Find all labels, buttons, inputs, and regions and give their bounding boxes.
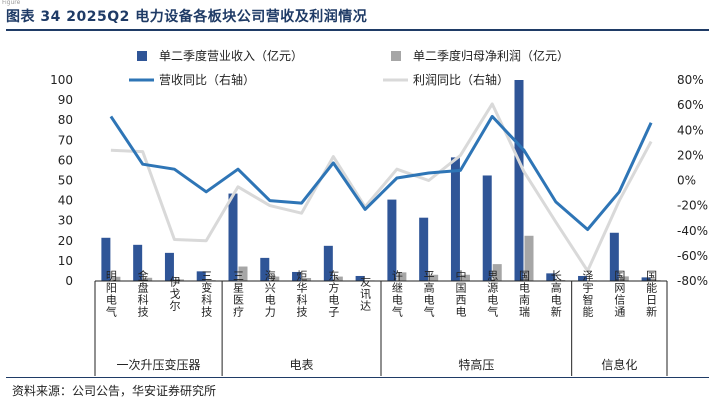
- x-category-label: 三变科技: [200, 270, 213, 318]
- y-right-tick-label: 20%: [677, 148, 704, 162]
- y-left-tick-label: 50: [58, 174, 73, 188]
- y-left-tick-label: 70: [58, 133, 73, 147]
- bar-profit: [460, 274, 470, 281]
- y-right-tick-label: -20%: [677, 199, 708, 213]
- x-category-label: 明阳电气: [104, 270, 117, 318]
- bar-revenue: [292, 271, 302, 281]
- bar-profit: [143, 277, 153, 281]
- title-divider: [6, 29, 709, 31]
- x-category-label: 国能日新: [645, 270, 658, 318]
- x-category-label: 国网信通: [613, 270, 626, 318]
- bar-profit: [270, 276, 280, 281]
- x-group-label: 特高压: [458, 357, 494, 372]
- bar-revenue: [641, 277, 651, 281]
- x-category-label: 东方电子: [327, 270, 340, 318]
- line-revenue-yoy: [109, 114, 653, 231]
- x-category-label: 伊戈尔: [168, 276, 181, 312]
- x-category-label: 炬华科技: [295, 270, 308, 318]
- line-profit-yoy: [110, 102, 653, 273]
- bar-profit: [492, 264, 502, 281]
- bar-revenue: [419, 217, 429, 281]
- bar-revenue: [228, 193, 238, 281]
- y-left-tick-label: 100: [50, 73, 73, 87]
- x-group-label: 电表: [290, 358, 314, 372]
- y-left-tick-label: 80: [58, 113, 73, 127]
- bar-revenue: [164, 252, 174, 281]
- bar-revenue: [323, 245, 333, 281]
- footer-divider: [6, 377, 709, 378]
- x-category-label: 泽宇智能: [581, 270, 594, 318]
- bar-revenue: [514, 80, 524, 281]
- bar-profit: [429, 274, 439, 281]
- bar-profit: [397, 272, 407, 281]
- x-category-label: 友讯达: [359, 275, 372, 312]
- bar-revenue: [133, 244, 143, 281]
- x-category-label: 许继电气: [390, 270, 403, 318]
- y-left-tick-label: 10: [58, 254, 73, 268]
- bar-revenue: [387, 199, 397, 281]
- bar-profit: [238, 266, 248, 281]
- bar-revenue: [355, 275, 365, 281]
- figure-caption-small: Figure: [2, 0, 21, 6]
- x-category-label: 国电南瑞: [518, 270, 531, 318]
- y-left-tick-label: 0: [65, 274, 73, 288]
- y-left-tick-label: 30: [58, 214, 73, 228]
- y-left-tick-label: 60: [58, 153, 73, 167]
- figure-title: 图表 34 2025Q2 电力设备各板块公司营收及利润情况: [6, 9, 368, 25]
- bar-profit: [524, 235, 534, 281]
- legend-swatch: [137, 51, 147, 61]
- legend-label: 利润同比（右轴）: [413, 72, 509, 87]
- y-right-tick-label: -80%: [677, 274, 708, 288]
- x-category-label: 中国西电: [454, 270, 467, 318]
- y-right-tick-label: 0%: [677, 174, 696, 188]
- y-right-tick-label: -60%: [677, 249, 708, 263]
- y-left-tick-label: 40: [58, 194, 73, 208]
- bar-profit: [333, 276, 343, 281]
- bar-profit: [619, 276, 629, 281]
- y-right-tick-label: -40%: [677, 224, 708, 238]
- bar-revenue: [196, 271, 206, 281]
- bar-profit: [556, 279, 566, 281]
- x-category-label: 金盘科技: [136, 269, 149, 318]
- bar-revenue: [450, 157, 460, 281]
- legend-swatch: [391, 51, 401, 61]
- x-group-label: 信息化: [601, 357, 637, 372]
- bar-revenue: [101, 237, 111, 281]
- y-right-tick-label: 60%: [677, 98, 704, 112]
- source-note: 资料来源：公司公告，华安证券研究所: [12, 384, 217, 398]
- y-right-tick-label: 40%: [677, 123, 704, 137]
- bar-revenue: [260, 257, 270, 281]
- bar-profit: [302, 277, 312, 281]
- x-category-label: 长高电新: [549, 270, 562, 318]
- legend-label: 单二季度营业收入（亿元）: [159, 48, 303, 63]
- x-category-label: 海兴电力: [263, 269, 276, 318]
- y-right-tick-label: 80%: [677, 73, 704, 87]
- legend-label: 营收同比（右轴）: [159, 72, 255, 87]
- x-category-label: 思源电气: [486, 270, 499, 318]
- x-category-label: 三星医疗: [232, 270, 245, 318]
- bar-revenue: [578, 275, 588, 281]
- bar-revenue: [546, 273, 556, 281]
- bar-profit: [174, 279, 184, 281]
- x-group-label: 一次升压变压器: [117, 357, 201, 372]
- x-category-label: 平高电气: [422, 270, 435, 318]
- bar-profit: [111, 276, 121, 281]
- y-left-tick-label: 90: [58, 93, 73, 107]
- y-left-tick-label: 20: [58, 234, 73, 248]
- legend-label: 单二季度归母净利润（亿元）: [413, 48, 569, 63]
- bar-revenue: [482, 175, 492, 281]
- bar-revenue: [609, 232, 619, 281]
